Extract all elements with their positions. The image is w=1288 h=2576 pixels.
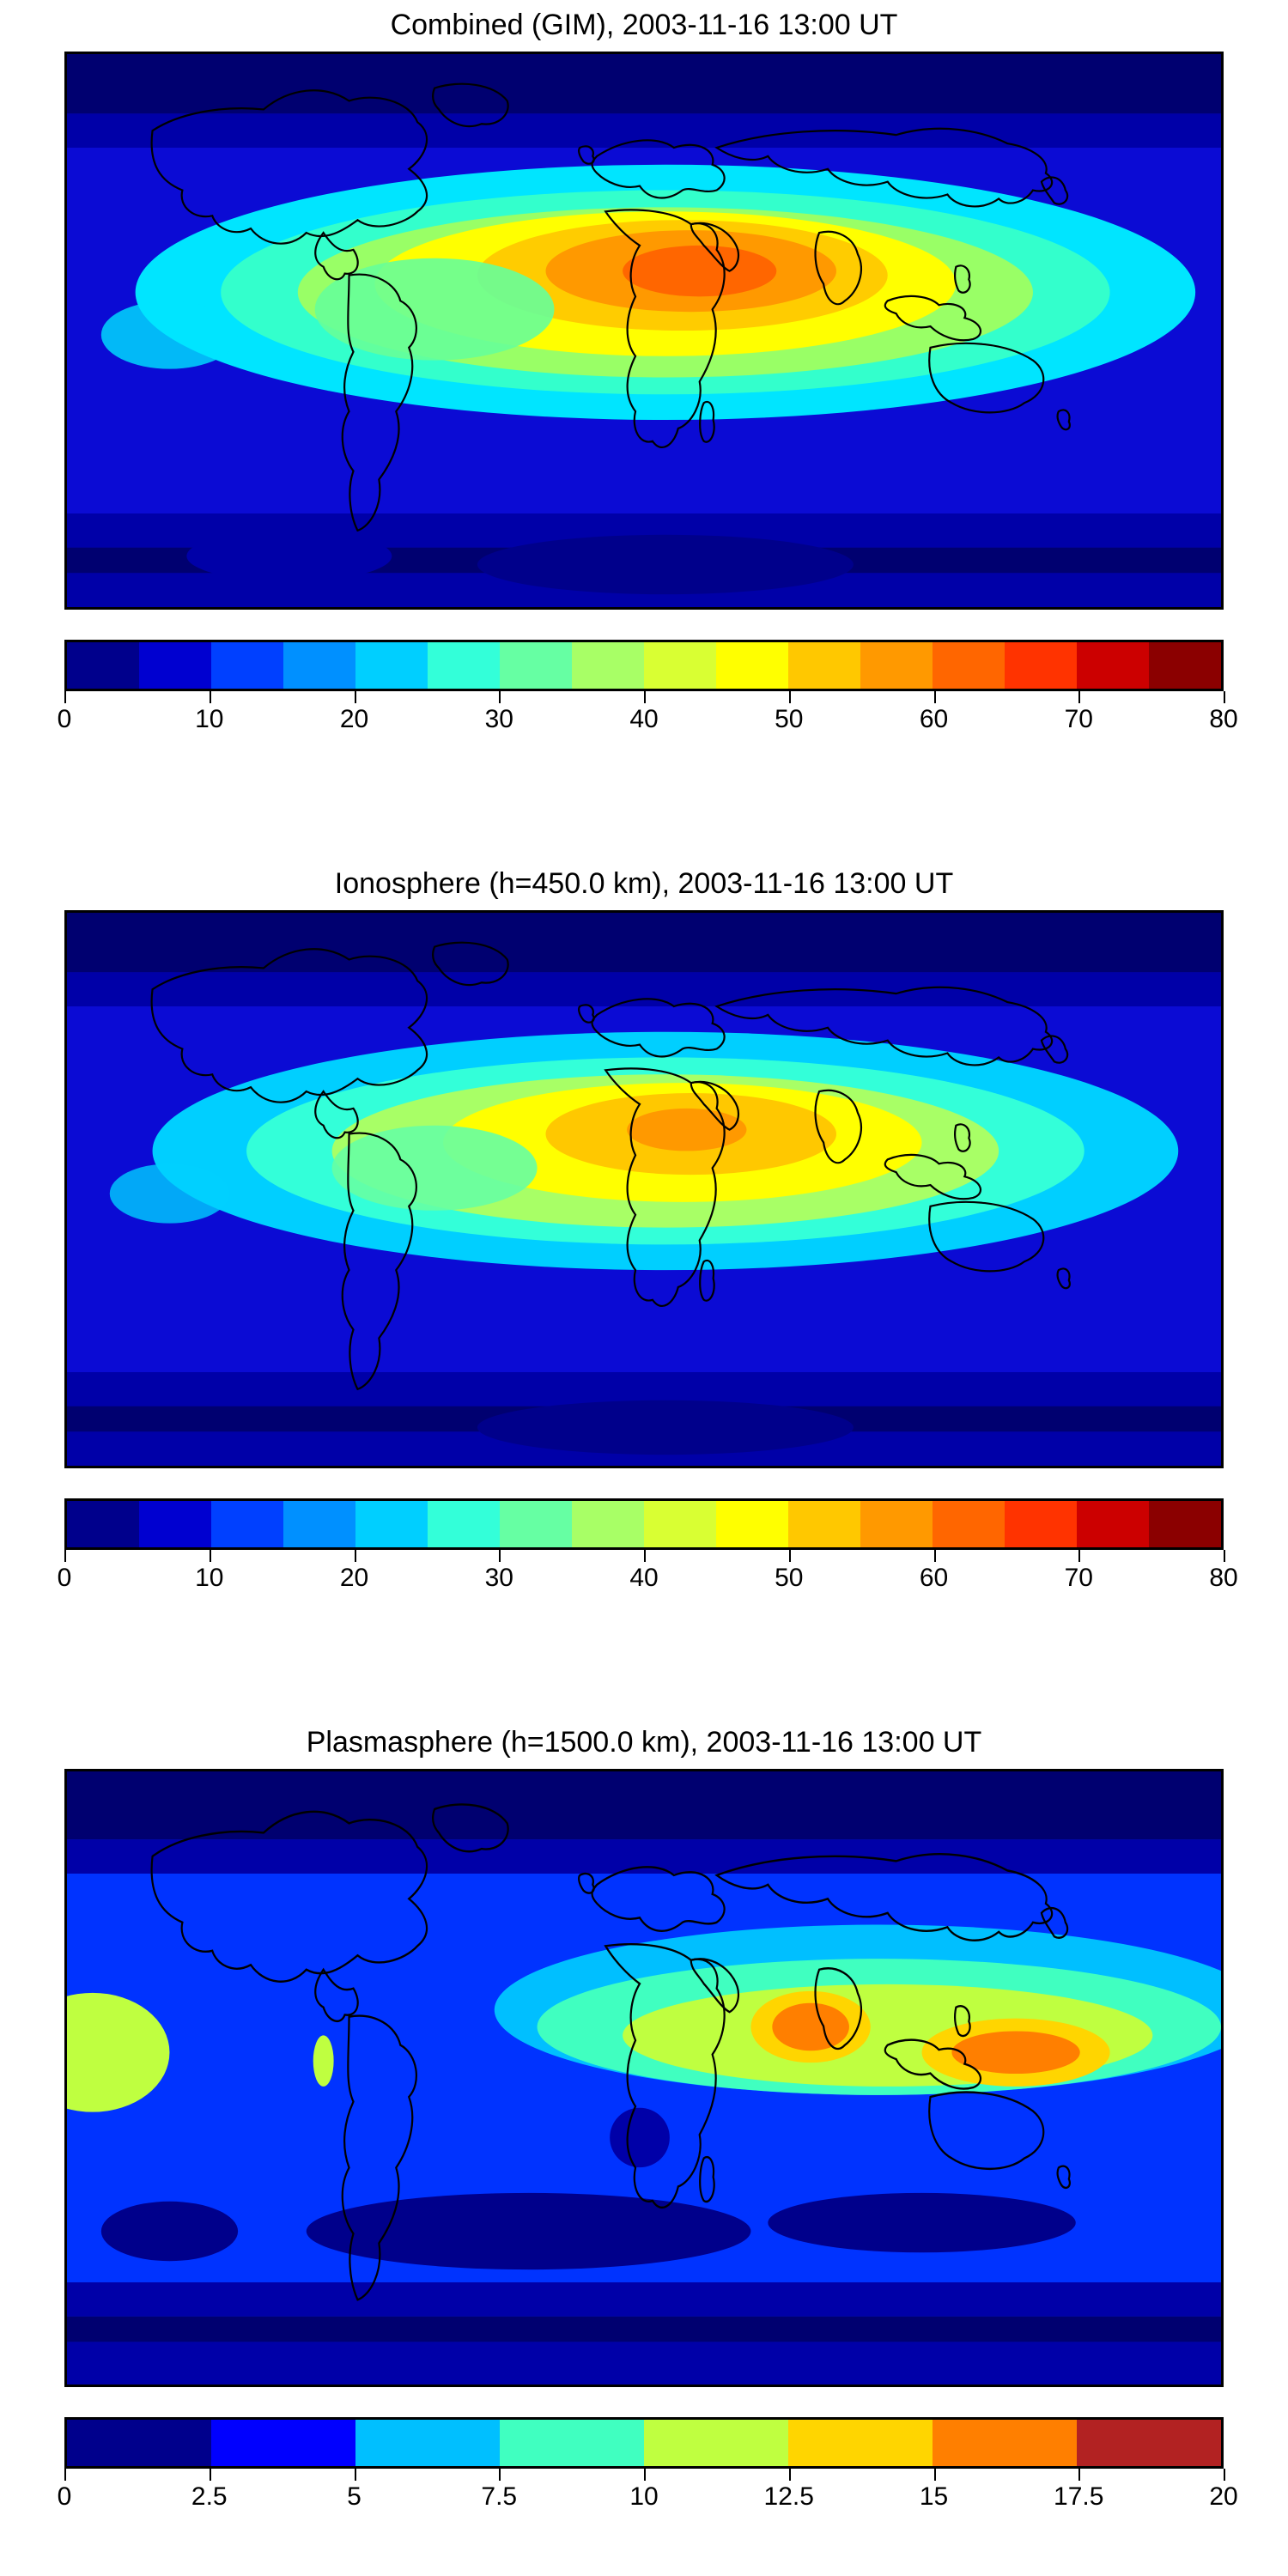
panel1-title: Combined (GIM), 2003-11-16 13:00 UT <box>0 9 1288 42</box>
panel1-colorbar[interactable]: 0 10 20 30 40 50 60 70 80 <box>64 640 1224 738</box>
panel1-map-svg <box>67 54 1221 607</box>
panel2-map-svg <box>67 913 1221 1466</box>
panel3-map-svg <box>67 1771 1221 2385</box>
panel-ionosphere: Ionosphere (h=450.0 km), 2003-11-16 13:0… <box>0 859 1288 1631</box>
panel-plasmasphere: Plasmasphere (h=1500.0 km), 2003-11-16 1… <box>0 1717 1288 2576</box>
panel1-map <box>64 52 1224 610</box>
panel2-colorbar-labels: 0 10 20 30 40 50 60 70 80 <box>64 1562 1224 1596</box>
panel1-colorbar-labels: 0 10 20 30 40 50 60 70 80 <box>64 703 1224 738</box>
panel2-title: Ionosphere (h=450.0 km), 2003-11-16 13:0… <box>0 867 1288 901</box>
panel2-colorbar-ticks <box>64 1550 1224 1562</box>
panel2-colorbar-bands <box>64 1498 1224 1550</box>
panel3-map <box>64 1769 1224 2387</box>
panel2-map <box>64 910 1224 1468</box>
panel3-colorbar-ticks <box>64 2469 1224 2481</box>
panel3-colorbar-labels: 0 2.5 5 7.5 10 12.5 15 17.5 20 <box>64 2481 1224 2515</box>
panel1-colorbar-bands <box>64 640 1224 691</box>
panel-combined-gim: Combined (GIM), 2003-11-16 13:00 UT <box>0 0 1288 773</box>
panel2-colorbar[interactable]: 0 10 20 30 40 50 60 70 80 <box>64 1498 1224 1596</box>
panel1-colorbar-ticks <box>64 691 1224 703</box>
panel3-colorbar-bands <box>64 2417 1224 2469</box>
panel3-title: Plasmasphere (h=1500.0 km), 2003-11-16 1… <box>0 1726 1288 1759</box>
panel3-colorbar[interactable]: 0 2.5 5 7.5 10 12.5 15 17.5 20 <box>64 2417 1224 2515</box>
